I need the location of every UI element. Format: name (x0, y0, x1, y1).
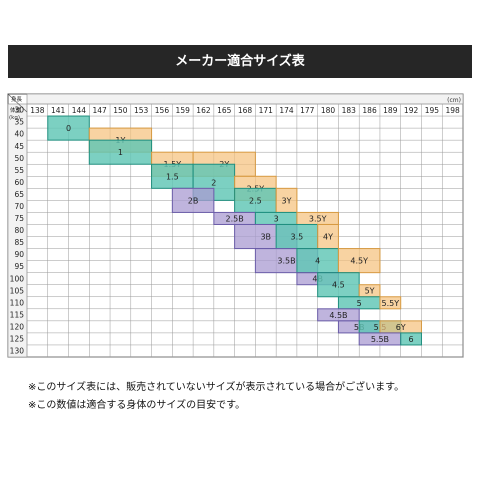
x-tick-label: 168 (238, 106, 253, 115)
x-unit-label: (cm) (447, 97, 461, 104)
y-unit-label: (kg) (9, 115, 20, 121)
y-tick-label: 65 (14, 190, 24, 199)
size-label: 1 (118, 148, 123, 157)
y-tick-label: 115 (10, 310, 25, 319)
y-tick-label: 75 (14, 214, 24, 223)
y-tick-label: 85 (14, 238, 24, 247)
size-label: 6 (409, 335, 414, 344)
size-label: 4.5B (329, 311, 347, 320)
y-tick-label: 80 (14, 226, 24, 235)
x-tick-label: 159 (176, 106, 191, 115)
y-tick-label: 120 (10, 322, 25, 331)
x-tick-label: 177 (300, 106, 315, 115)
size-label: 3.5Y (309, 214, 327, 223)
x-tick-label: 180 (321, 106, 336, 115)
x-tick-label: 189 (383, 106, 398, 115)
size-box (379, 296, 402, 310)
y-tick-label: 130 (10, 347, 25, 356)
x-tick-label: 174 (279, 106, 294, 115)
y-tick-label: 35 (14, 118, 24, 127)
size-label: 2B (188, 196, 199, 205)
y-tick-label: 105 (10, 286, 25, 295)
size-label: 3.5 (291, 233, 304, 242)
x-tick-label: 171 (259, 106, 274, 115)
x-tick-label: 156 (155, 106, 170, 115)
x-tick-label: 141 (51, 106, 66, 115)
x-header-band (26, 93, 464, 105)
size-box (337, 248, 381, 274)
x-tick-label: 138 (30, 106, 45, 115)
size-label: 4.5 (332, 281, 345, 290)
x-tick-label: 195 (425, 106, 440, 115)
size-label: 1.5 (166, 172, 179, 181)
corner-bottom-label: 体重 (10, 106, 22, 114)
x-tick-label: 192 (404, 106, 419, 115)
y-tick-label: 125 (10, 335, 25, 344)
y-tick-label: 95 (14, 262, 24, 271)
size-box (317, 272, 360, 298)
x-tick-label: 183 (342, 106, 357, 115)
x-tick-label: 198 (445, 106, 460, 115)
size-label: 5.5Y (382, 299, 400, 308)
corner-top-label: 身長 (11, 95, 23, 103)
y-tick-label: 55 (14, 166, 24, 175)
size-label: 2.5B (226, 214, 244, 223)
size-box (171, 187, 215, 213)
x-tick-label: 147 (93, 106, 108, 115)
size-label: 5Y (365, 287, 375, 296)
x-tick-label: 144 (72, 106, 87, 115)
size-label: 3B (260, 233, 271, 242)
size-label: 4.5Y (350, 257, 368, 266)
title-bar: メーカー適合サイズ表 (8, 45, 472, 78)
size-label: 3Y (282, 196, 292, 205)
size-label: 5 (357, 299, 362, 308)
chart-title: メーカー適合サイズ表 (175, 54, 305, 69)
x-tick-label: 153 (134, 106, 149, 115)
corner-diagonal (7, 93, 28, 113)
y-tick-label: 45 (14, 142, 24, 151)
x-tick-label: 150 (113, 106, 128, 115)
size-label: 2 (211, 178, 216, 187)
y-tick-label: 30 (14, 106, 24, 115)
size-label: 4Y (323, 233, 333, 242)
y-tick-label: 100 (10, 274, 25, 283)
size-box (400, 332, 422, 346)
y-tick-label: 90 (14, 250, 24, 259)
size-label: 2.5 (249, 196, 262, 205)
size-label: 5.5B (371, 335, 389, 344)
y-tick-label: 50 (14, 154, 24, 163)
size-box (275, 223, 319, 250)
y-tick-label: 40 (14, 130, 24, 139)
y-tick-label: 70 (14, 202, 24, 211)
size-label: 3.5B (277, 257, 295, 266)
x-tick-label: 162 (196, 106, 211, 115)
y-tick-label: 60 (14, 178, 24, 187)
x-tick-label: 186 (362, 106, 377, 115)
size-label: 3 (274, 214, 279, 223)
note-1: ※このサイズ表には、販売されていないサイズが表示されている場合がございます。 (28, 382, 405, 393)
size-label: 6Y (396, 323, 406, 332)
x-tick-label: 165 (217, 106, 232, 115)
y-tick-label: 110 (10, 298, 25, 307)
note-2: ※この数値は適合する身体のサイズの目安です。 (28, 400, 246, 411)
size-label: 4 (315, 257, 320, 266)
size-box (151, 163, 194, 189)
size-label: 0 (66, 124, 71, 133)
